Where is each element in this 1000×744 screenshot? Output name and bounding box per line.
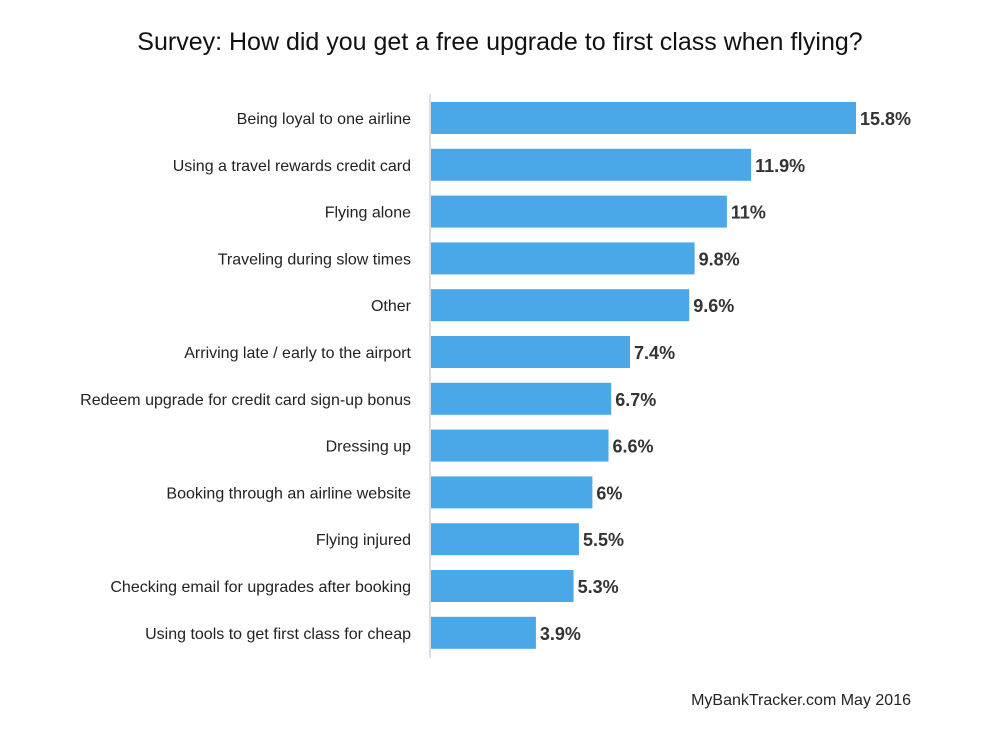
value-labels-group: 15.8% 11.9% 11% 9.8% 9.6% 7.4% 6.7% 6.6% 6% 5.5% 5… xyxy=(540,109,911,644)
bars-group xyxy=(431,102,856,649)
value-label: 9.8% xyxy=(699,249,740,269)
source-credit: MyBankTracker.com May 2016 xyxy=(691,692,911,709)
value-label: 5.5% xyxy=(583,530,624,550)
category-label: Flying injured xyxy=(316,532,411,549)
category-label: Traveling during slow times xyxy=(218,251,411,268)
value-label: 15.8% xyxy=(860,109,911,129)
bar xyxy=(431,429,609,462)
value-label: 11% xyxy=(731,203,766,223)
chart-title: Survey: How did you get a free upgrade t… xyxy=(137,28,863,56)
category-labels-group: Being loyal to one airline Using a travel… xyxy=(80,111,412,643)
value-label: 11.9% xyxy=(755,156,805,176)
category-label: Being loyal to one airline xyxy=(237,111,411,128)
value-label: 6.6% xyxy=(613,437,654,457)
category-label: Dressing up xyxy=(326,439,411,456)
value-label: 7.4% xyxy=(634,343,675,363)
bar xyxy=(431,382,612,415)
category-label: Arriving late / early to the airport xyxy=(184,345,411,362)
value-label: 5.3% xyxy=(578,577,619,597)
bar xyxy=(431,289,690,322)
category-label: Redeem upgrade for credit card sign-up b… xyxy=(80,392,411,409)
category-label: Checking email for upgrades after bookin… xyxy=(110,579,411,596)
category-label: Other xyxy=(371,298,412,315)
bar xyxy=(431,616,536,649)
category-label: Booking through an airline website xyxy=(166,485,411,502)
value-label: 3.9% xyxy=(540,624,581,644)
bar xyxy=(431,195,727,228)
bar xyxy=(431,570,574,602)
category-label: Using tools to get first class for cheap xyxy=(145,626,411,643)
value-label: 6.7% xyxy=(615,390,656,410)
value-label: 9.6% xyxy=(693,296,734,316)
category-label: Flying alone xyxy=(325,205,411,222)
bar xyxy=(431,476,593,509)
value-label: 6% xyxy=(596,483,622,503)
bar xyxy=(431,336,631,368)
bar xyxy=(431,242,695,275)
bar xyxy=(431,148,752,181)
bar xyxy=(431,523,579,556)
bar xyxy=(431,102,856,134)
category-label: Using a travel rewards credit card xyxy=(173,158,411,175)
